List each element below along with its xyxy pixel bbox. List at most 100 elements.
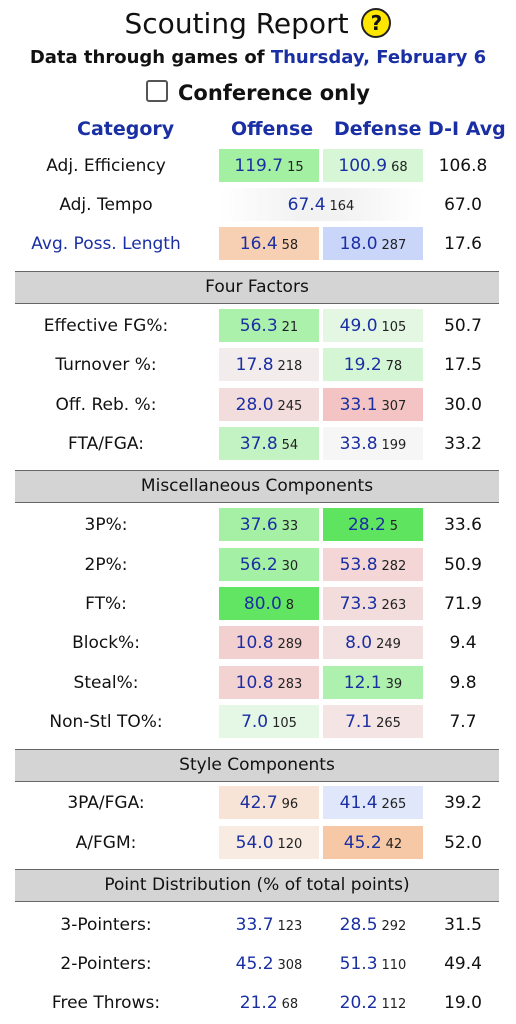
offense-value[interactable]: 56.3	[239, 316, 278, 336]
stat-row-3-pointers: 3-Pointers: 33.7 123 28.5 292 31.5	[0, 907, 516, 943]
offense-value[interactable]: 7.0	[241, 712, 269, 732]
offense-value[interactable]: 10.8	[235, 673, 274, 693]
offense-cell: 17.8 218	[219, 348, 319, 381]
defense-cell: 53.8 282	[323, 548, 423, 581]
offense-value[interactable]: 37.8	[239, 434, 278, 454]
offense-cell: 10.8 289	[219, 626, 319, 659]
stat-label: 2-Pointers:	[60, 954, 152, 974]
d1-avg-value: 33.6	[444, 515, 482, 535]
offense-cell: 56.2 30	[219, 548, 319, 581]
stat-row-free-throws: Free Throws: 21.2 68 20.2 112 19.0	[0, 985, 516, 1021]
offense-value[interactable]: 45.2	[235, 954, 274, 974]
stat-label: Turnover %:	[55, 355, 157, 375]
d1-avg-value: 17.5	[444, 355, 482, 375]
defense-rank: 5	[389, 519, 399, 534]
defense-value[interactable]: 41.4	[339, 793, 378, 813]
section-header-four-factors: Four Factors	[15, 271, 499, 304]
offense-value[interactable]: 42.7	[239, 793, 278, 813]
defense-value[interactable]: 20.2	[339, 993, 378, 1013]
d1-avg-value: 33.2	[444, 434, 482, 454]
d1-avg-column-header[interactable]: D-I Avg	[428, 118, 506, 140]
stat-label: Non-Stl TO%:	[49, 712, 163, 732]
stat-row-3pa-fga: 3PA/FGA: 42.7 96 41.4 265 39.2	[0, 785, 516, 821]
offense-rank: 120	[277, 837, 303, 852]
defense-value[interactable]: 8.0	[345, 633, 373, 653]
offense-value[interactable]: 119.7	[234, 156, 284, 176]
stat-row-adj-tempo: Adj. Tempo 67.4 164 67.0	[0, 187, 516, 223]
category-column-header[interactable]: Category	[77, 118, 175, 140]
offense-value[interactable]: 56.2	[239, 555, 278, 575]
page-title: Scouting Report ?	[0, 4, 516, 44]
stat-row-non-stl-to: Non-Stl TO%: 7.0 105 7.1 265 7.7	[0, 704, 516, 740]
defense-value[interactable]: 73.3	[339, 594, 378, 614]
offense-rank: 21	[281, 320, 299, 335]
offense-value[interactable]: 54.0	[235, 833, 274, 853]
stat-label: 3-Pointers:	[60, 915, 152, 935]
defense-value[interactable]: 100.9	[338, 156, 388, 176]
defense-cell: 20.2 112	[323, 986, 423, 1019]
d1-avg-value: 9.8	[449, 673, 477, 693]
offense-rank: 105	[272, 716, 297, 731]
defense-value[interactable]: 53.8	[339, 555, 378, 575]
defense-value[interactable]: 33.8	[339, 434, 378, 454]
defense-cell: 33.1 307	[323, 388, 423, 421]
offense-rank: 308	[277, 958, 303, 973]
offense-rank: 289	[277, 637, 303, 652]
offense-value[interactable]: 33.7	[235, 915, 274, 935]
offense-cell: 37.8 54	[219, 427, 319, 460]
defense-rank: 249	[376, 637, 401, 652]
d1-avg-value: 31.5	[444, 915, 482, 935]
offense-column-header[interactable]: Offense	[231, 118, 314, 140]
d1-avg-value: 52.0	[444, 833, 482, 853]
defense-value[interactable]: 51.3	[339, 954, 378, 974]
defense-value[interactable]: 18.0	[339, 234, 378, 254]
conference-only-toggle[interactable]: Conference only	[0, 78, 516, 108]
data-date-link[interactable]: Thursday, February 6	[270, 47, 487, 68]
offense-cell: 33.7 123	[219, 908, 319, 941]
defense-cell: 51.3 110	[323, 947, 423, 980]
defense-value[interactable]: 7.1	[345, 712, 373, 732]
offense-value[interactable]: 10.8	[235, 633, 274, 653]
defense-cell: 49.0 105	[323, 309, 423, 342]
offense-cell: 119.7 15	[219, 149, 319, 182]
conference-only-label: Conference only	[178, 81, 370, 105]
offense-cell: 7.0 105	[219, 705, 319, 738]
offense-value[interactable]: 80.0	[243, 594, 282, 614]
offense-value[interactable]: 28.0	[235, 395, 274, 415]
offense-value[interactable]: 21.2	[239, 993, 278, 1013]
d1-avg-value: 39.2	[444, 793, 482, 813]
defense-value[interactable]: 45.2	[343, 833, 382, 853]
defense-value[interactable]: 19.2	[343, 355, 382, 375]
stat-label: 2P%:	[84, 555, 128, 575]
stat-row-a-fgm: A/FGM: 54.0 120 45.2 42 52.0	[0, 825, 516, 861]
defense-value[interactable]: 33.1	[339, 395, 378, 415]
defense-cell: 12.1 39	[323, 666, 423, 699]
offense-value[interactable]: 16.4	[239, 234, 278, 254]
data-date-line: Data through games of Thursday, February…	[0, 44, 516, 72]
stat-label: Block%:	[72, 633, 140, 653]
conference-only-checkbox[interactable]	[146, 80, 168, 102]
defense-cell: 73.3 263	[323, 587, 423, 620]
defense-rank: 110	[381, 958, 407, 973]
tempo-value[interactable]: 67.4	[287, 195, 326, 215]
offense-value[interactable]: 17.8	[235, 355, 274, 375]
section-header-miscellaneous: Miscellaneous Components	[15, 470, 499, 503]
stat-label: Adj. Efficiency	[46, 156, 166, 176]
defense-rank: 287	[381, 238, 407, 253]
defense-value[interactable]: 12.1	[343, 673, 382, 693]
d1-avg-value: 30.0	[444, 395, 482, 415]
help-icon[interactable]: ?	[361, 8, 392, 38]
offense-value[interactable]: 37.6	[239, 515, 278, 535]
defense-value[interactable]: 28.5	[339, 915, 378, 935]
d1-avg-value: 7.7	[449, 712, 477, 732]
defense-cell: 7.1 265	[323, 705, 423, 738]
defense-rank: 68	[391, 160, 408, 175]
defense-value[interactable]: 28.2	[347, 515, 386, 535]
stat-label-link[interactable]: Avg. Poss. Length	[31, 234, 181, 254]
offense-rank: 58	[281, 238, 299, 253]
defense-cell: 45.2 42	[323, 826, 423, 859]
offense-cell: 21.2 68	[219, 986, 319, 1019]
defense-value[interactable]: 49.0	[339, 316, 378, 336]
defense-column-header[interactable]: Defense	[334, 118, 422, 140]
stat-row-effective-fg: Effective FG%: 56.3 21 49.0 105 50.7	[0, 308, 516, 344]
